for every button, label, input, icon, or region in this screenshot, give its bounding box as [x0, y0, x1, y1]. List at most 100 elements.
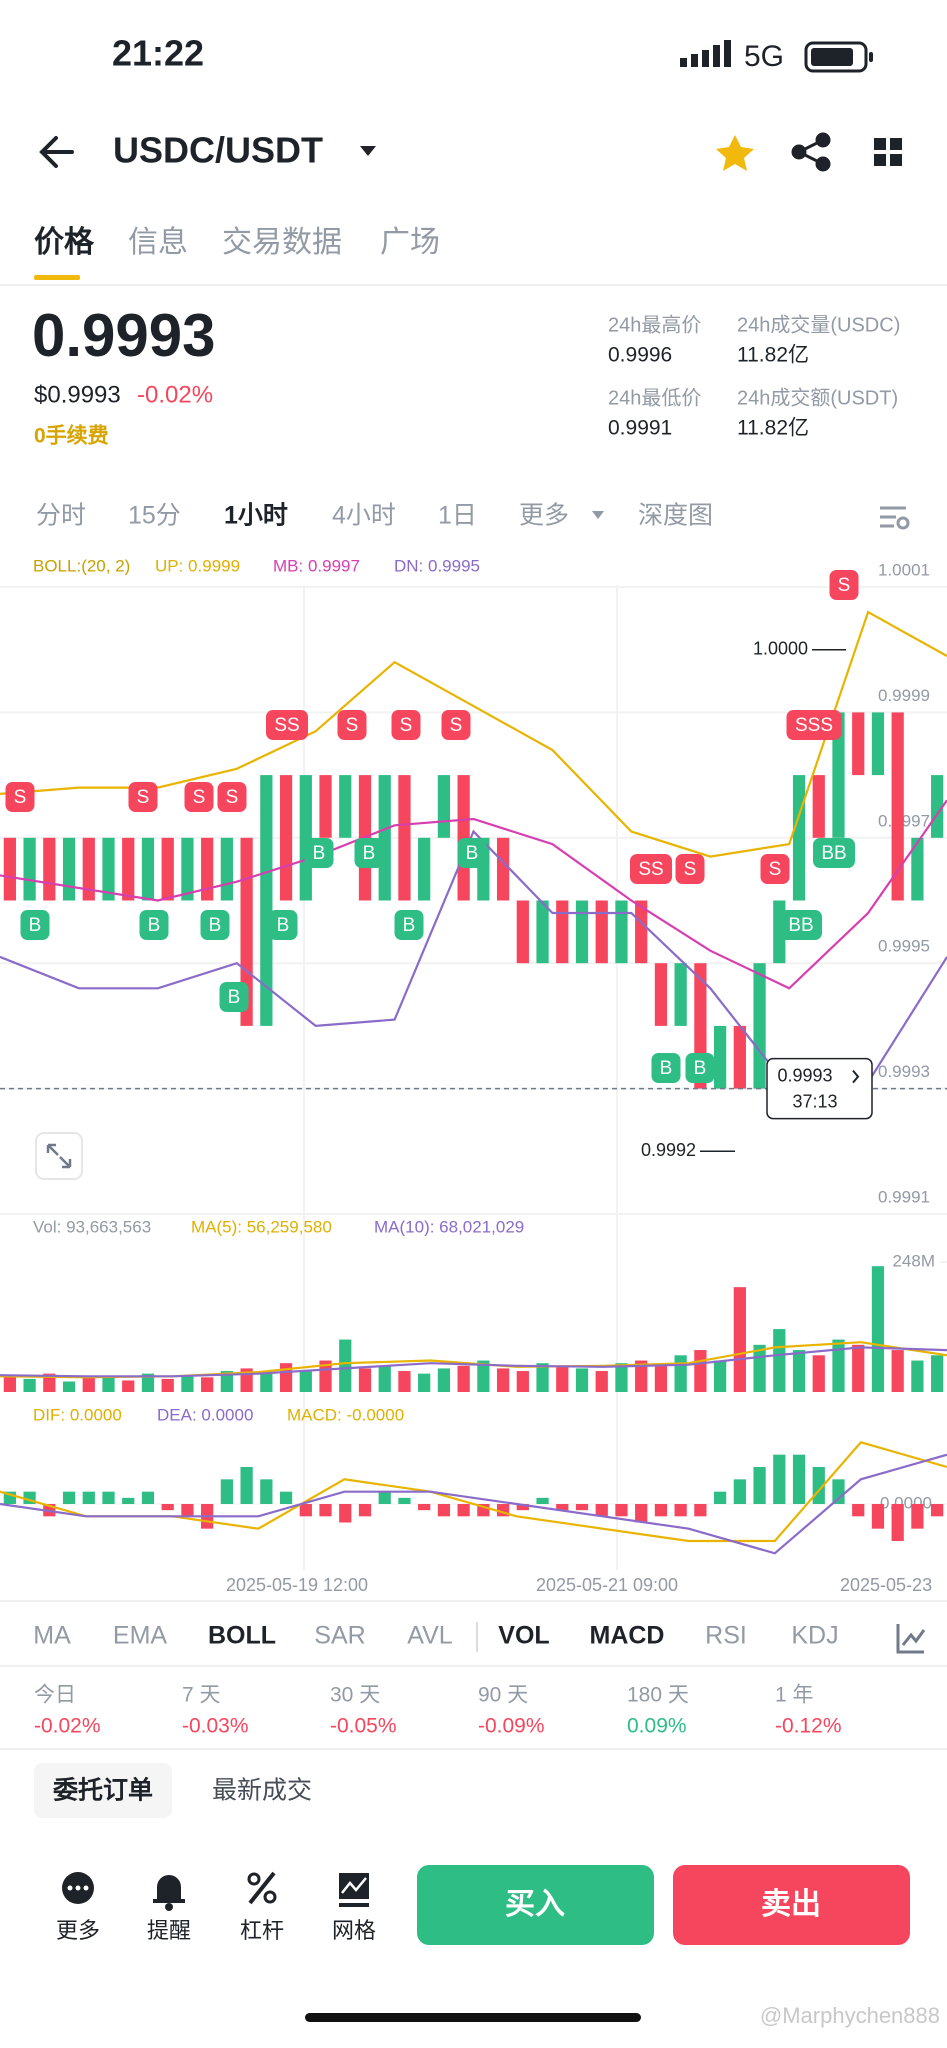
interval-tab[interactable]: 分时	[36, 502, 86, 530]
fee-tag: 0手续费	[34, 424, 109, 448]
period-label: 今日	[34, 1684, 76, 1707]
candle	[635, 900, 648, 964]
indicator-tab[interactable]: SAR	[314, 1622, 365, 1650]
tab[interactable]: 交易数据	[222, 226, 342, 259]
tab[interactable]: 信息	[128, 226, 188, 259]
volume-bar	[635, 1360, 648, 1392]
interval-tab[interactable]: 4小时	[332, 502, 396, 530]
candle	[279, 775, 293, 901]
indicator-tab[interactable]: MACD	[590, 1622, 665, 1650]
candle	[792, 775, 806, 901]
back-button[interactable]	[39, 136, 74, 168]
volume-bar	[852, 1344, 865, 1392]
macd-bar	[62, 1491, 76, 1504]
period-change: -0.12%	[775, 1715, 842, 1738]
trade-marker	[200, 910, 230, 940]
order-tab[interactable]: 委托订单	[52, 1777, 153, 1805]
vol-ma10-line	[0, 1346, 947, 1378]
favorite-star[interactable]	[716, 135, 754, 171]
indicator-tab[interactable]: BOLL	[208, 1622, 276, 1650]
signal-icon	[680, 40, 731, 67]
action-label[interactable]: 杠杆	[240, 1918, 284, 1943]
trade-marker-label: B	[466, 843, 479, 864]
macd-bar	[891, 1504, 904, 1541]
indicator-tab[interactable]: VOL	[498, 1622, 549, 1650]
macd-bar	[122, 1497, 135, 1504]
volume-bar	[911, 1360, 924, 1392]
order-tab[interactable]: 最新成交	[212, 1777, 312, 1805]
macd-bar	[536, 1497, 549, 1504]
volume-bar	[536, 1363, 549, 1392]
grid-bot-icon[interactable]	[339, 1873, 369, 1907]
candle	[713, 1025, 727, 1089]
indicator-tab[interactable]: KDJ	[791, 1622, 838, 1650]
macd-bar	[635, 1504, 648, 1523]
date-label: 2025-05-23	[840, 1575, 932, 1595]
trade-marker-label: S	[838, 575, 851, 596]
macd-bar	[556, 1504, 569, 1511]
macd-bar	[674, 1504, 687, 1517]
share-button[interactable]	[791, 132, 831, 172]
sell-button[interactable]	[673, 1865, 910, 1945]
candle	[102, 837, 115, 901]
tab[interactable]: 价格	[34, 226, 95, 259]
indicator-tab[interactable]: EMA	[113, 1622, 168, 1650]
volume-bar	[556, 1365, 569, 1392]
expand-button[interactable]	[35, 1132, 83, 1180]
trade-marker	[391, 710, 421, 740]
volume-bar	[62, 1381, 76, 1392]
volume-bar	[792, 1350, 806, 1392]
trade-marker	[394, 910, 424, 940]
indicator-tab[interactable]: AVL	[407, 1622, 452, 1650]
macd-bar	[733, 1479, 746, 1504]
trade-marker-label: B	[228, 987, 241, 1008]
buy-button[interactable]	[417, 1865, 654, 1945]
action-label[interactable]: 更多	[56, 1918, 100, 1943]
volume-bar	[260, 1373, 273, 1392]
candle	[260, 775, 273, 1026]
volume-bar	[378, 1365, 391, 1392]
stat-label: 24h成交额(USDT)	[737, 386, 898, 409]
stat-value: 11.82亿	[737, 344, 809, 367]
trade-marker-label: B	[148, 915, 161, 936]
period-change: -0.02%	[34, 1715, 101, 1738]
interval-tab[interactable]: 更多	[519, 502, 569, 530]
macd-bar	[240, 1467, 253, 1504]
volume-bar	[122, 1380, 135, 1392]
trade-marker	[20, 910, 50, 940]
leverage-icon[interactable]	[247, 1871, 277, 1905]
candle	[437, 775, 451, 838]
volume-bar	[773, 1329, 786, 1392]
status-time: 21:22	[112, 33, 204, 74]
trade-marker-label: S	[346, 715, 359, 736]
indicator-tab[interactable]: MA	[33, 1622, 71, 1650]
period-change: 0.09%	[627, 1715, 687, 1738]
buy-label[interactable]: 买入	[505, 1888, 565, 1921]
menu-grid-button[interactable]	[874, 138, 902, 166]
more-icon[interactable]	[62, 1872, 94, 1904]
pair-title[interactable]: USDC/USDT	[113, 130, 323, 171]
sell-label[interactable]: 卖出	[761, 1888, 821, 1921]
usd-price: $0.9993	[34, 381, 121, 408]
macd-bar	[418, 1504, 431, 1511]
chart-settings-icon[interactable]	[880, 506, 910, 530]
interval-tab[interactable]: 15分	[128, 502, 181, 530]
interval-tab[interactable]: 1小时	[224, 502, 288, 530]
tab[interactable]: 广场	[380, 226, 440, 259]
indicator-settings-icon[interactable]	[896, 1624, 926, 1654]
candle	[812, 775, 825, 838]
pair-dropdown[interactable]	[360, 146, 376, 156]
period-change: -0.03%	[182, 1715, 249, 1738]
interval-tab[interactable]: 1日	[438, 502, 477, 530]
trade-marker	[685, 1053, 715, 1083]
action-label[interactable]: 提醒	[147, 1918, 191, 1943]
action-label[interactable]: 网格	[332, 1918, 376, 1943]
more-dropdown[interactable]	[592, 511, 604, 519]
trade-marker-label: S	[684, 859, 697, 880]
indicator-tab[interactable]: RSI	[705, 1622, 747, 1650]
trade-marker	[675, 854, 705, 884]
interval-tab[interactable]: 深度图	[638, 502, 713, 530]
volume-bar	[201, 1377, 214, 1392]
alert-icon[interactable]	[153, 1875, 185, 1911]
